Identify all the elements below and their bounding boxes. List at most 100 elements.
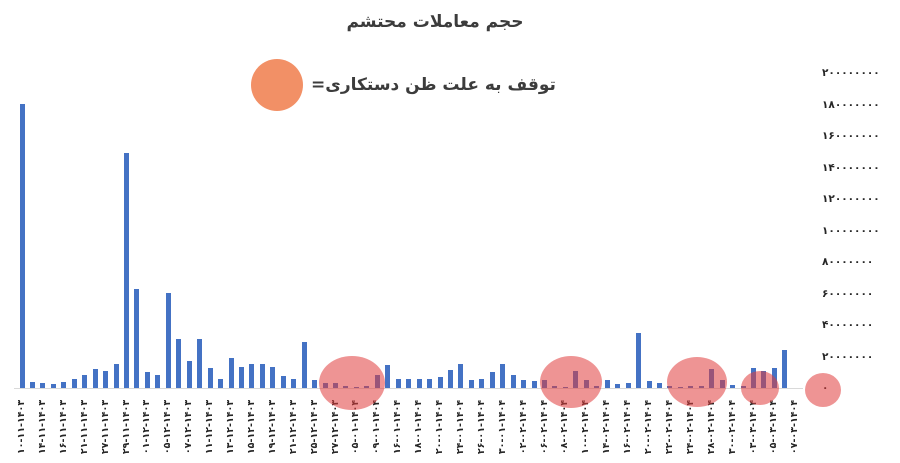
x-tick-label: ۰۵-۰۳-۱۴۰۴ [768,399,780,455]
bar [615,384,621,388]
bar [447,370,453,388]
bar [259,364,265,388]
x-tick-label: ۱۶-۱۱-۱۴۰۳ [57,399,69,455]
x-axis-line [14,388,803,389]
y-tick-label: ۲۰۰۰۰۰۰۰۰ [822,67,880,79]
bar [197,339,203,388]
x-tick-label: ۲۶-۰۱-۱۴۰۴ [475,399,487,455]
legend-label: توقف به علت ظن دستکاری= [311,75,556,95]
x-tick-label: ۲۴-۰۱-۱۴۰۴ [454,399,466,455]
halt-marker-circle [741,371,779,405]
bar [61,382,67,388]
bar [186,361,192,388]
bar [531,381,537,388]
chart-title: حجم معاملات محتشم [346,12,524,32]
bar [165,293,171,388]
x-tick-label: ۰۶-۰۲-۱۴۰۴ [538,399,550,455]
halt-marker-circle [805,373,841,407]
bar [625,383,631,388]
x-tick-label: ۰۱-۱۲-۱۴۰۳ [141,399,153,455]
x-tick-label: ۱۴-۰۲-۱۴۰۴ [601,399,613,455]
x-tick-label: ۱۹-۱۲-۱۴۰۳ [266,399,278,455]
bar [71,379,77,388]
halt-marker-circle [540,356,602,408]
bar [395,379,401,388]
bar [427,379,433,388]
y-tick-label: ۱۰۰۰۰۰۰۰۰ [822,224,880,237]
x-tick-label: ۱۰-۱۱-۱۴۰۳ [16,399,27,455]
bar [29,382,35,388]
bar [207,368,213,388]
y-tick-label: ۱۸۰۰۰۰۰۰۰ [822,98,880,111]
y-tick-label: ۴۰۰۰۰۰۰۰ [822,319,874,331]
bar [92,369,98,388]
halt-marker-circle [319,356,385,410]
bar [19,104,25,388]
y-tick-label: ۱۲۰۰۰۰۰۰۰ [822,193,880,205]
bar [782,350,788,388]
x-tick-label: ۲۲-۰۲-۱۴۰۴ [663,399,675,455]
bar [228,358,234,388]
bar [82,375,88,388]
x-tick-label: ۰۲-۰۲-۱۴۰۴ [517,399,529,455]
bar [103,371,109,388]
x-tick-label: ۱۸-۰۱-۱۴۰۴ [413,399,425,455]
bar [730,385,736,388]
y-tick-label: ۸۰۰۰۰۰۰۰ [822,256,874,268]
y-tick-label: ۱۴۰۰۰۰۰۰۰ [822,161,880,174]
x-tick-label: ۰۵-۱۲-۱۴۰۳ [162,399,174,455]
bar [40,383,46,388]
bar [489,372,495,388]
bar [458,364,464,388]
halt-legend-circle-icon [251,59,303,111]
bar [270,367,276,388]
x-tick-label: ۱۶-۰۱-۱۴۰۴ [392,399,404,455]
x-tick-label: ۲۹-۱۱-۱۴۰۳ [120,399,132,455]
bar [124,153,129,388]
bar [144,372,150,388]
x-tick-label: ۱۵-۱۲-۱۴۰۳ [245,399,257,455]
x-tick-label: ۲۷-۱۱-۱۴۰۳ [99,399,111,455]
bar [437,377,443,388]
bar [50,384,56,388]
y-tick-label: ۶۰۰۰۰۰۰۰ [822,287,874,300]
bar [521,380,527,388]
bar [291,379,297,388]
bar [604,380,610,388]
x-tick-label: ۱۱-۱۲-۱۴۰۳ [204,399,216,455]
bar [646,381,652,388]
y-tick-label: ۲۰۰۰۰۰۰۰ [822,350,874,363]
x-tick-label: ۰۷-۰۳-۱۴۰۴ [789,399,801,455]
bar [249,364,255,388]
bar [479,379,485,388]
bar [134,289,140,388]
legend: توقف به علت ظن دستکاری= [251,58,556,112]
bar [155,375,161,388]
bar [500,364,506,388]
x-tick-label: ۱۴-۱۱-۱۴۰۳ [36,399,48,455]
bar [656,383,662,388]
bar [113,364,119,388]
x-tick-label: ۲۰-۰۱-۱۴۰۴ [434,399,445,455]
bar [280,376,286,388]
bar [510,375,516,388]
x-tick-label: ۱۳-۱۲-۱۴۰۳ [225,399,236,455]
bar [468,380,474,388]
bar [301,342,307,388]
x-tick-label: ۳۰-۰۱-۱۴۰۴ [496,399,508,455]
bar [176,339,182,388]
bar [416,379,422,388]
bar [406,379,412,388]
bar [636,333,642,388]
bar [238,367,244,388]
x-tick-label: ۱۶-۰۲-۱۴۰۴ [622,399,634,455]
bar [385,365,391,388]
x-tick-label: ۳۰-۰۲-۱۴۰۴ [726,399,738,455]
x-tick-label: ۰۷-۱۲-۱۴۰۳ [183,399,195,455]
x-tick-label: ۲۱-۱۱-۱۴۰۳ [78,399,90,455]
x-tick-label: ۲۵-۱۲-۱۴۰۳ [308,399,320,455]
x-tick-label: ۲۰-۰۲-۱۴۰۴ [643,399,654,455]
halt-marker-circle [667,357,727,407]
bar [312,380,318,388]
